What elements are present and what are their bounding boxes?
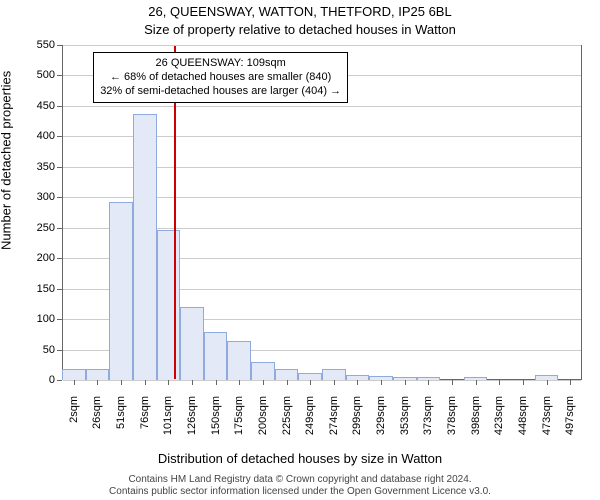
histogram-bar [322, 369, 346, 380]
x-tick-label: 497sqm [564, 396, 576, 456]
y-tick-mark [57, 197, 62, 198]
y-tick-mark [57, 350, 62, 351]
histogram-bar [133, 114, 157, 380]
x-tick-mark [428, 380, 429, 385]
x-tick-mark [570, 380, 571, 385]
x-tick-label: 101sqm [162, 396, 174, 456]
histogram-bar [86, 369, 110, 380]
chart-container: { "title": "26, QUEENSWAY, WATTON, THETF… [0, 0, 600, 500]
histogram-bar [62, 369, 86, 380]
x-tick-label: 225sqm [281, 396, 293, 456]
gridline [63, 45, 581, 46]
annotation-box: 26 QUEENSWAY: 109sqm ← 68% of detached ho… [93, 52, 348, 103]
y-tick-label: 250 [27, 222, 55, 234]
x-tick-label: 126sqm [186, 396, 198, 456]
x-tick-label: 2sqm [68, 396, 80, 456]
x-tick-mark [216, 380, 217, 385]
x-tick-label: 76sqm [139, 396, 151, 456]
chart-title: 26, QUEENSWAY, WATTON, THETFORD, IP25 6B… [0, 4, 600, 19]
x-tick-label: 150sqm [210, 396, 222, 456]
x-tick-label: 26sqm [91, 396, 103, 456]
gridline [63, 380, 581, 381]
histogram-bar [204, 332, 228, 380]
y-tick-label: 0 [27, 374, 55, 386]
y-tick-label: 550 [27, 39, 55, 51]
x-tick-mark [523, 380, 524, 385]
x-tick-mark [287, 380, 288, 385]
x-tick-mark [192, 380, 193, 385]
x-tick-mark [121, 380, 122, 385]
x-tick-mark [97, 380, 98, 385]
copyright-line-1: Contains HM Land Registry data © Crown c… [128, 474, 471, 485]
x-tick-mark [145, 380, 146, 385]
histogram-bar [298, 373, 322, 380]
x-tick-label: 398sqm [470, 396, 482, 456]
chart-subtitle: Size of property relative to detached ho… [0, 22, 600, 37]
y-tick-label: 500 [27, 69, 55, 81]
y-axis-label: Number of detached properties [0, 71, 14, 250]
x-tick-label: 200sqm [257, 396, 269, 456]
x-tick-label: 329sqm [375, 396, 387, 456]
histogram-bar [109, 202, 133, 380]
histogram-bar [180, 307, 204, 380]
histogram-bar [275, 369, 299, 380]
copyright-text: Contains HM Land Registry data © Crown c… [0, 474, 600, 498]
x-tick-mark [263, 380, 264, 385]
x-tick-mark [499, 380, 500, 385]
y-tick-label: 100 [27, 313, 55, 325]
histogram-bar [251, 362, 275, 380]
y-tick-label: 450 [27, 100, 55, 112]
y-tick-label: 300 [27, 191, 55, 203]
x-tick-label: 473sqm [541, 396, 553, 456]
copyright-line-2: Contains public sector information licen… [109, 486, 491, 497]
y-tick-label: 50 [27, 344, 55, 356]
y-tick-mark [57, 167, 62, 168]
x-tick-mark [357, 380, 358, 385]
annotation-line-1: 26 QUEENSWAY: 109sqm [156, 57, 286, 69]
x-tick-mark [476, 380, 477, 385]
plot-area: 0501001502002503003504004505005502sqm26s… [62, 45, 582, 440]
x-tick-mark [334, 380, 335, 385]
y-tick-mark [57, 75, 62, 76]
y-tick-label: 350 [27, 161, 55, 173]
x-tick-label: 299sqm [351, 396, 363, 456]
x-tick-label: 249sqm [304, 396, 316, 456]
x-tick-mark [74, 380, 75, 385]
histogram-bar [227, 341, 251, 380]
x-tick-label: 175sqm [233, 396, 245, 456]
x-tick-mark [405, 380, 406, 385]
y-tick-mark [57, 258, 62, 259]
x-tick-mark [310, 380, 311, 385]
x-tick-mark [239, 380, 240, 385]
y-tick-label: 150 [27, 283, 55, 295]
x-tick-label: 373sqm [422, 396, 434, 456]
gridline [63, 106, 581, 107]
x-tick-mark [452, 380, 453, 385]
x-tick-mark [381, 380, 382, 385]
y-tick-mark [57, 136, 62, 137]
x-tick-label: 423sqm [493, 396, 505, 456]
y-tick-mark [57, 289, 62, 290]
y-tick-label: 400 [27, 130, 55, 142]
x-tick-label: 448sqm [517, 396, 529, 456]
y-tick-mark [57, 228, 62, 229]
x-axis-label: Distribution of detached houses by size … [0, 451, 600, 466]
x-tick-label: 353sqm [399, 396, 411, 456]
y-tick-mark [57, 380, 62, 381]
annotation-line-3: 32% of semi-detached houses are larger (… [100, 85, 341, 97]
x-tick-label: 51sqm [115, 396, 127, 456]
x-tick-label: 378sqm [446, 396, 458, 456]
x-tick-label: 274sqm [328, 396, 340, 456]
y-tick-mark [57, 45, 62, 46]
y-tick-label: 200 [27, 252, 55, 264]
histogram-bar [157, 230, 181, 380]
y-tick-mark [57, 106, 62, 107]
x-tick-mark [168, 380, 169, 385]
annotation-line-2: ← 68% of detached houses are smaller (84… [110, 71, 331, 83]
y-tick-mark [57, 319, 62, 320]
x-tick-mark [547, 380, 548, 385]
